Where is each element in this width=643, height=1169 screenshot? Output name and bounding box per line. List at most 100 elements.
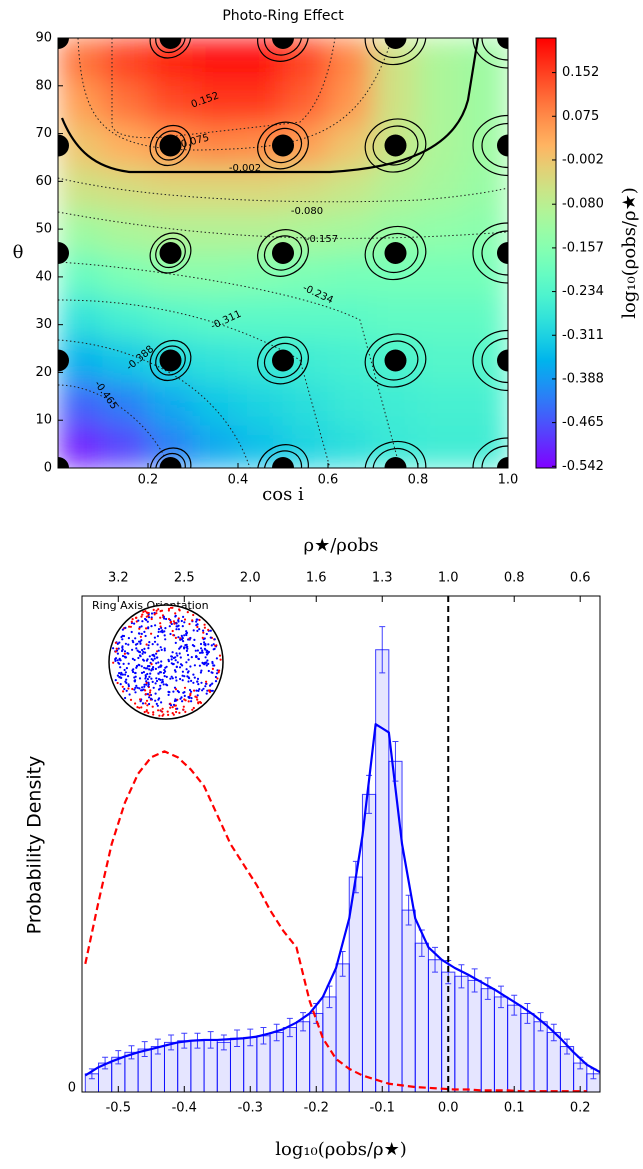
- inset-dot: [161, 631, 164, 634]
- inset-dot: [188, 622, 191, 626]
- inset-dot: [195, 620, 198, 623]
- heat-cell: [237, 166, 284, 211]
- inset-dot: [144, 674, 147, 677]
- inset-dot: [124, 656, 127, 659]
- inset-dot: [186, 611, 189, 614]
- x-tick-label: 0.8: [408, 473, 429, 488]
- inset-dot: [161, 680, 164, 684]
- posterior-contour: [472, 329, 508, 392]
- inset-dot: [154, 699, 157, 702]
- inset-dot: [182, 705, 185, 708]
- inset-dot: [183, 691, 186, 694]
- x-tick-label: -0.3: [238, 1101, 263, 1116]
- inset-dot: [148, 694, 151, 697]
- inset-dot: [140, 671, 144, 675]
- inset-dot: [174, 670, 177, 673]
- inset-dot: [118, 676, 121, 679]
- inset-dot: [144, 634, 147, 638]
- inset-dot: [167, 609, 170, 612]
- inset-dot: [127, 662, 130, 665]
- error-bar: [220, 1034, 227, 1051]
- inset-dot: [124, 673, 127, 676]
- inset-dot: [198, 651, 202, 655]
- inset-dot: [212, 643, 215, 646]
- inset-dot: [146, 704, 149, 707]
- inset-dot: [177, 617, 180, 620]
- error-bar: [498, 985, 505, 1009]
- inset-dot: [167, 693, 170, 697]
- histogram-bar: [546, 1031, 561, 1092]
- inset-dot: [158, 697, 161, 700]
- inset-dot: [216, 677, 219, 680]
- inset-dot: [147, 685, 150, 688]
- heat-cell: [282, 166, 329, 211]
- inset-dot: [174, 676, 177, 679]
- inset-dot: [147, 711, 150, 715]
- x-tick-label: 0.4: [228, 473, 249, 488]
- error-bar: [273, 1023, 280, 1042]
- inset-dot: [213, 638, 216, 641]
- top-tick-label: 2.0: [240, 571, 261, 586]
- inset-dot: [160, 648, 163, 652]
- inset-dot: [186, 653, 190, 657]
- inset-dot: [205, 632, 208, 636]
- heat-cell: [327, 381, 374, 426]
- colorbar-tick-label: -0.234: [562, 284, 604, 299]
- inset-dot: [203, 626, 206, 629]
- heat-cell: [58, 166, 104, 211]
- inset-dot: [192, 629, 195, 632]
- inset-dot: [155, 679, 159, 683]
- y-tick-label: 0: [68, 1081, 76, 1096]
- inset-dot: [169, 677, 172, 680]
- inset-dot: [190, 656, 193, 659]
- inset-dot: [162, 615, 165, 618]
- inset-dot: [193, 689, 196, 692]
- inset-dot: [114, 679, 117, 682]
- inset-dot: [194, 649, 197, 652]
- inset-dot: [143, 683, 146, 686]
- inset-dot: [196, 698, 199, 701]
- histogram-bar: [414, 942, 429, 1092]
- top-tick-label: 3.2: [108, 571, 129, 586]
- inset-dot: [137, 619, 140, 622]
- inset-dot: [137, 656, 140, 660]
- inset-dot: [207, 628, 210, 632]
- inset-dot: [147, 644, 150, 647]
- inset-dot: [191, 708, 194, 711]
- grid-marker: [159, 349, 182, 372]
- histogram-bar: [375, 649, 390, 1092]
- inset-dot: [197, 702, 200, 705]
- heat-cell: [192, 209, 239, 254]
- inset-dot: [127, 684, 130, 688]
- inset-dot: [198, 688, 201, 691]
- inset-dot: [171, 629, 174, 633]
- posterior-contour: [155, 345, 186, 376]
- inset-dot: [181, 674, 184, 677]
- inset-dot: [124, 642, 127, 645]
- inset-dot: [142, 659, 146, 662]
- posterior-contour: [149, 124, 192, 167]
- inset-dot: [125, 681, 128, 685]
- inset-dot: [123, 668, 126, 672]
- inset-dot: [150, 669, 153, 672]
- inset-dot: [181, 679, 184, 682]
- inset-dot: [125, 678, 128, 681]
- inset-dot: [157, 672, 160, 675]
- contour-line: [58, 211, 508, 239]
- posterior-contour: [149, 339, 192, 382]
- inset-dot: [170, 658, 173, 661]
- inset-dot: [207, 662, 210, 666]
- inset-dot: [185, 631, 189, 635]
- posterior-contour: [364, 118, 427, 173]
- top-tick-label: 0.8: [504, 571, 525, 586]
- inset-dot: [140, 639, 143, 642]
- density-curve: [84, 723, 600, 1077]
- inset-dot: [193, 638, 196, 642]
- error-bar: [168, 1034, 175, 1051]
- x-tick-label: -0.4: [172, 1101, 197, 1116]
- inset-dot: [174, 688, 178, 691]
- inset-dot: [152, 686, 155, 689]
- chart-title: Photo-Ring Effect: [222, 8, 344, 24]
- inset-dot: [142, 671, 145, 674]
- inset-dot: [184, 710, 187, 714]
